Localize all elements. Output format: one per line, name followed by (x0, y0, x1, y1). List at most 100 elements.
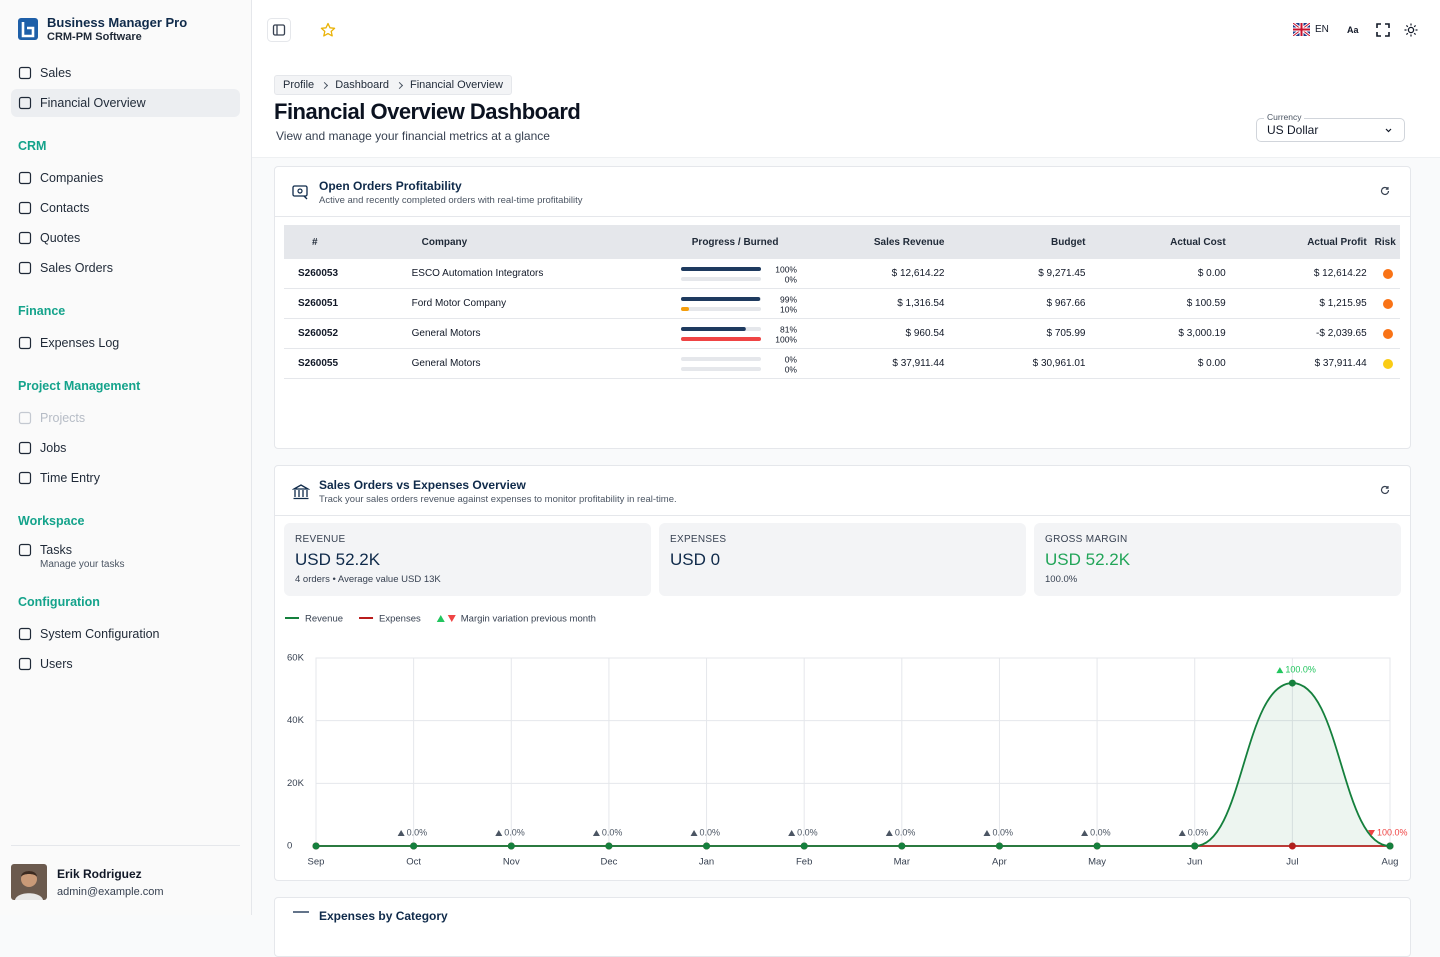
point[interactable] (507, 842, 515, 850)
nav-group-title: Finance (18, 304, 66, 318)
nav-item[interactable]: Sales Orders (11, 254, 240, 282)
order-row[interactable]: S260052 General Motors 81% 100% $ 960.54 $ 70… (284, 318, 1400, 349)
card-icon (293, 911, 309, 913)
logo (18, 18, 38, 40)
user-email: admin@example.com (57, 885, 164, 898)
nav-item[interactable]: Companies (11, 164, 240, 192)
point[interactable] (605, 842, 613, 850)
point[interactable] (1191, 842, 1199, 850)
bar-track (681, 366, 762, 371)
nav-label: Quotes (40, 231, 81, 245)
x-tick-label: Jan (699, 857, 714, 868)
breadcrumb: Profile Dashboard Financial Overview (274, 75, 512, 95)
point[interactable] (898, 842, 906, 850)
nav-text: Tasks Manage your tasks (40, 543, 125, 570)
currency-select[interactable]: US Dollar (1256, 118, 1405, 142)
point[interactable] (1288, 679, 1296, 687)
point[interactable] (703, 842, 711, 850)
burned-label: 100% (776, 334, 798, 344)
point[interactable] (995, 842, 1003, 850)
risk-indicator (1382, 328, 1393, 339)
point[interactable] (410, 842, 418, 850)
point[interactable] (800, 842, 808, 850)
margin-arrow (885, 830, 893, 836)
margin-arrow (1081, 830, 1089, 836)
x-tick-label: Mar (894, 857, 910, 868)
nav-item[interactable]: Users (11, 650, 240, 678)
progress-cell: 100% 0% (663, 259, 815, 289)
margin-arrow (690, 830, 698, 836)
profit: $ 37,911.44 (1233, 348, 1375, 379)
avatar (11, 864, 47, 900)
currency-label: Currency (1264, 112, 1305, 122)
point[interactable] (312, 842, 320, 850)
font-size-button[interactable]: Aa (1347, 25, 1359, 35)
x-tick-label: Oct (406, 857, 421, 868)
user-text: Erik Rodriguez admin@example.com (57, 867, 164, 898)
breadcrumb-item[interactable]: Financial Overview (410, 79, 503, 91)
nav-label: Tasks (40, 542, 72, 557)
favorite-star[interactable] (320, 22, 336, 38)
nav-icon-shape (18, 627, 32, 641)
card-icon (292, 185, 308, 200)
margin-label: 100.0% (1285, 664, 1316, 674)
legend-label[interactable]: Expenses (379, 614, 421, 625)
legend-label[interactable]: Margin variation previous month (461, 614, 596, 625)
nav-item[interactable]: Financial Overview (11, 89, 240, 117)
sidebar-toggle[interactable] (267, 18, 291, 42)
breadcrumb-item[interactable]: Dashboard (335, 79, 390, 91)
nav-item[interactable]: Sales (11, 59, 240, 87)
progress-bars: 100%0% (681, 264, 798, 284)
point[interactable] (1093, 842, 1101, 850)
nav-item[interactable]: System Configuration (11, 620, 240, 648)
nav-item[interactable]: Expenses Log (11, 329, 240, 357)
progress-cell: 99% 10% (663, 288, 815, 319)
margin-arrow (592, 830, 600, 836)
language[interactable]: EN (1315, 24, 1329, 35)
nav-item[interactable]: Jobs (11, 434, 240, 462)
theme-toggle[interactable] (1404, 23, 1418, 37)
risk-dot (1382, 268, 1393, 279)
order-row[interactable]: S260051 Ford Motor Company 99% 10% $ 1,316.5… (284, 288, 1400, 319)
orders-table: # Company Progress / Burned Sales Revenue Bu… (284, 225, 1400, 379)
user-card[interactable]: Erik Rodriguez admin@example.com (11, 845, 240, 900)
legend-label[interactable]: Revenue (305, 614, 343, 625)
nav-icon-shape (18, 261, 32, 275)
progress-bar (681, 266, 762, 271)
sidebar: Business Manager Pro CRM-PM Software Sal… (0, 0, 252, 915)
column-header: Actual Profit (1233, 225, 1375, 259)
nav-icon (18, 66, 32, 80)
nav-item[interactable]: Time Entry (11, 464, 240, 492)
x-tick-label: Aug (1382, 857, 1399, 868)
nav-item[interactable]: Quotes (11, 224, 240, 252)
brand-tagline: CRM-PM Software (47, 31, 142, 43)
order-row[interactable]: S260055 General Motors 0% 0% $ 37,911.44 $ 30… (284, 348, 1400, 379)
nav-text: Expenses Log (40, 336, 119, 350)
brand-text: Business Manager Pro CRM-PM Software (47, 15, 187, 43)
progress-bars: 0%0% (681, 354, 798, 374)
risk-cell (1374, 259, 1400, 289)
company: Ford Motor Company (399, 288, 664, 319)
refresh[interactable] (1380, 485, 1390, 495)
refresh[interactable] (1380, 186, 1390, 196)
point[interactable] (1288, 842, 1296, 850)
fullscreen[interactable] (1376, 23, 1390, 37)
select-chevron (1385, 128, 1392, 133)
nav-text: Companies (40, 171, 103, 185)
nav-icon-shape (18, 471, 32, 485)
brand[interactable]: Business Manager Pro CRM-PM Software (18, 15, 187, 43)
order-id: S260055 (284, 348, 400, 379)
nav-item[interactable]: Contacts (11, 194, 240, 222)
nav-icon-shape (18, 171, 32, 185)
nav-description: Manage your tasks (40, 558, 125, 570)
progress-bar (681, 296, 761, 301)
profit: $ 12,614.22 (1233, 259, 1375, 289)
nav-text: Users (40, 657, 73, 671)
order-row[interactable]: S260053 ESCO Automation Integrators 100% 0%… (284, 259, 1400, 289)
margin-arrow (788, 830, 796, 836)
nav-text: System Configuration (40, 627, 160, 641)
point[interactable] (1386, 842, 1394, 850)
revenue: $ 960.54 (814, 318, 953, 349)
breadcrumb-item[interactable]: Profile (283, 79, 315, 91)
nav-item[interactable]: Tasks Manage your tasks (11, 539, 240, 573)
